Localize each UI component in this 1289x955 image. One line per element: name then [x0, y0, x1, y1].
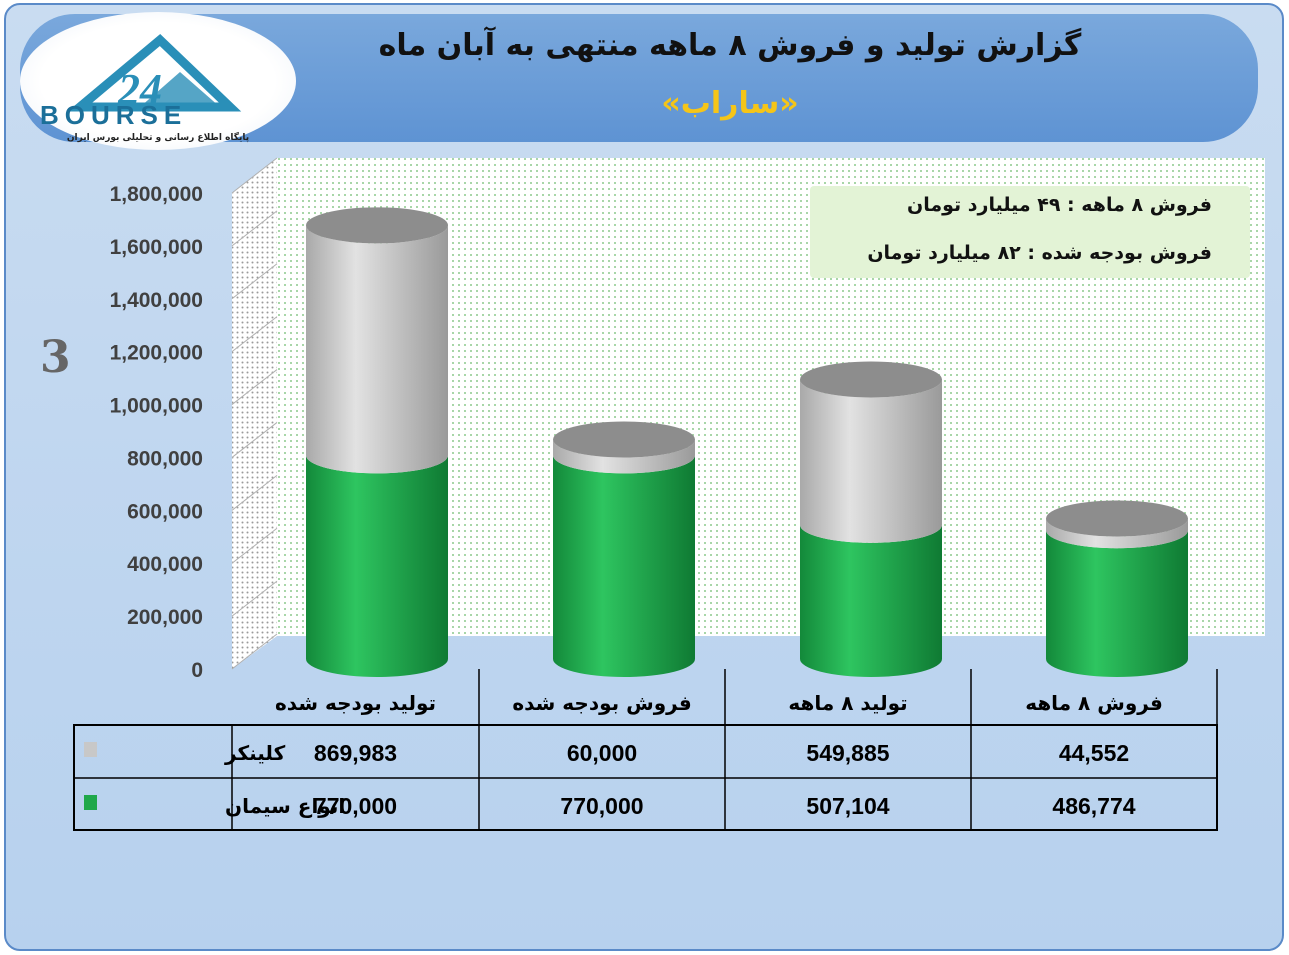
axis-glyph-icon: 3 — [40, 332, 71, 383]
bar-cement — [1046, 530, 1188, 677]
page-title: گزارش تولید و فروش ۸ ماهه منتهی به آبان … — [378, 28, 1082, 63]
gridline-side — [231, 316, 278, 353]
bar-clinker — [306, 225, 448, 474]
legend-label: انواع سیمان — [225, 794, 345, 818]
gridline-side — [231, 633, 278, 670]
plot-side-wall — [232, 158, 277, 669]
gridline-side — [231, 474, 278, 511]
logo-tagline: پایگاه اطلاع رسانی و تحلیلی بورس ایران — [67, 131, 249, 143]
page-subtitle: «ساراب» — [661, 86, 799, 121]
bar-cement — [553, 455, 695, 677]
y-tick-label: 1,400,000 — [110, 289, 203, 312]
gridline-side — [231, 369, 278, 405]
table-cell-value: 507,104 — [806, 793, 889, 819]
y-tick-label: 1,000,000 — [110, 395, 203, 418]
bourse-logo-icon: 24 BOURSE پایگاه اطلاع رسانی و تحلیلی بو… — [40, 33, 249, 143]
logo-brand: BOURSE — [40, 100, 187, 130]
y-tick-label: 1,200,000 — [110, 342, 203, 365]
table-cell-value: 44,552 — [1059, 740, 1129, 766]
bar-cement — [306, 455, 448, 677]
y-tick-label: 200,000 — [127, 606, 203, 629]
bars — [306, 207, 1188, 677]
category-label: تولید بودجه شده — [275, 691, 436, 715]
bar-clinker — [800, 379, 942, 543]
bar-top-cap — [553, 421, 695, 458]
y-tick-label: 600,000 — [127, 500, 203, 523]
y-tick-label: 1,600,000 — [110, 236, 203, 259]
bar-top-cap — [800, 361, 942, 398]
table-cell-value: 770,000 — [560, 793, 643, 819]
table-cell-value: 486,774 — [1052, 793, 1135, 819]
table-cell-value: 770,000 — [314, 793, 397, 819]
data-table: تولید بودجه شده فروش بودجه شده تولید ۸ ماه… — [73, 669, 1218, 831]
y-axis-ticks: 0 200,000 400,000 600,000 800,000 1,000,000 1,… — [110, 183, 203, 682]
gridline-side — [231, 210, 278, 247]
info-line-budget: فروش بودجه شده : ۸۲ میلیارد تومان — [867, 242, 1212, 264]
logo-number: 24 — [117, 65, 162, 114]
info-line-sales: فروش ۸ ماهه : ۴۹ میلیارد تومان — [906, 194, 1212, 216]
y-tick-label: 800,000 — [127, 447, 203, 470]
bar-top-cap — [306, 207, 448, 244]
info-box: فروش ۸ ماهه : ۴۹ میلیارد تومان فروش بودج… — [810, 186, 1250, 278]
bar-clinker — [553, 439, 695, 474]
gridline-side — [231, 580, 278, 617]
category-label: تولید ۸ ماهه — [788, 691, 907, 715]
legend-swatch — [84, 795, 97, 810]
gridline-side — [231, 263, 278, 300]
bar-top-cap — [1046, 500, 1188, 537]
gridline-side — [231, 157, 278, 194]
y-tick-label: 1,800,000 — [110, 183, 203, 206]
gridline-side — [231, 422, 278, 458]
bar-cement — [800, 524, 942, 677]
y-tick-label: 0 — [191, 659, 203, 682]
bar-clinker — [1046, 518, 1188, 549]
legend-swatch — [84, 742, 97, 757]
category-label: فروش بودجه شده — [512, 691, 691, 715]
gridline-side — [231, 527, 278, 564]
category-label: فروش ۸ ماهه — [1025, 691, 1163, 715]
gridlines — [231, 157, 278, 670]
table-cell-value: 549,885 — [806, 740, 889, 766]
legend-label: کلینکر — [224, 741, 286, 765]
y-tick-label: 400,000 — [127, 553, 203, 576]
table-cell-value: 60,000 — [567, 740, 637, 766]
logo: 24 BOURSE پایگاه اطلاع رسانی و تحلیلی بو… — [20, 12, 296, 150]
table-cell-value: 869,983 — [314, 740, 397, 766]
